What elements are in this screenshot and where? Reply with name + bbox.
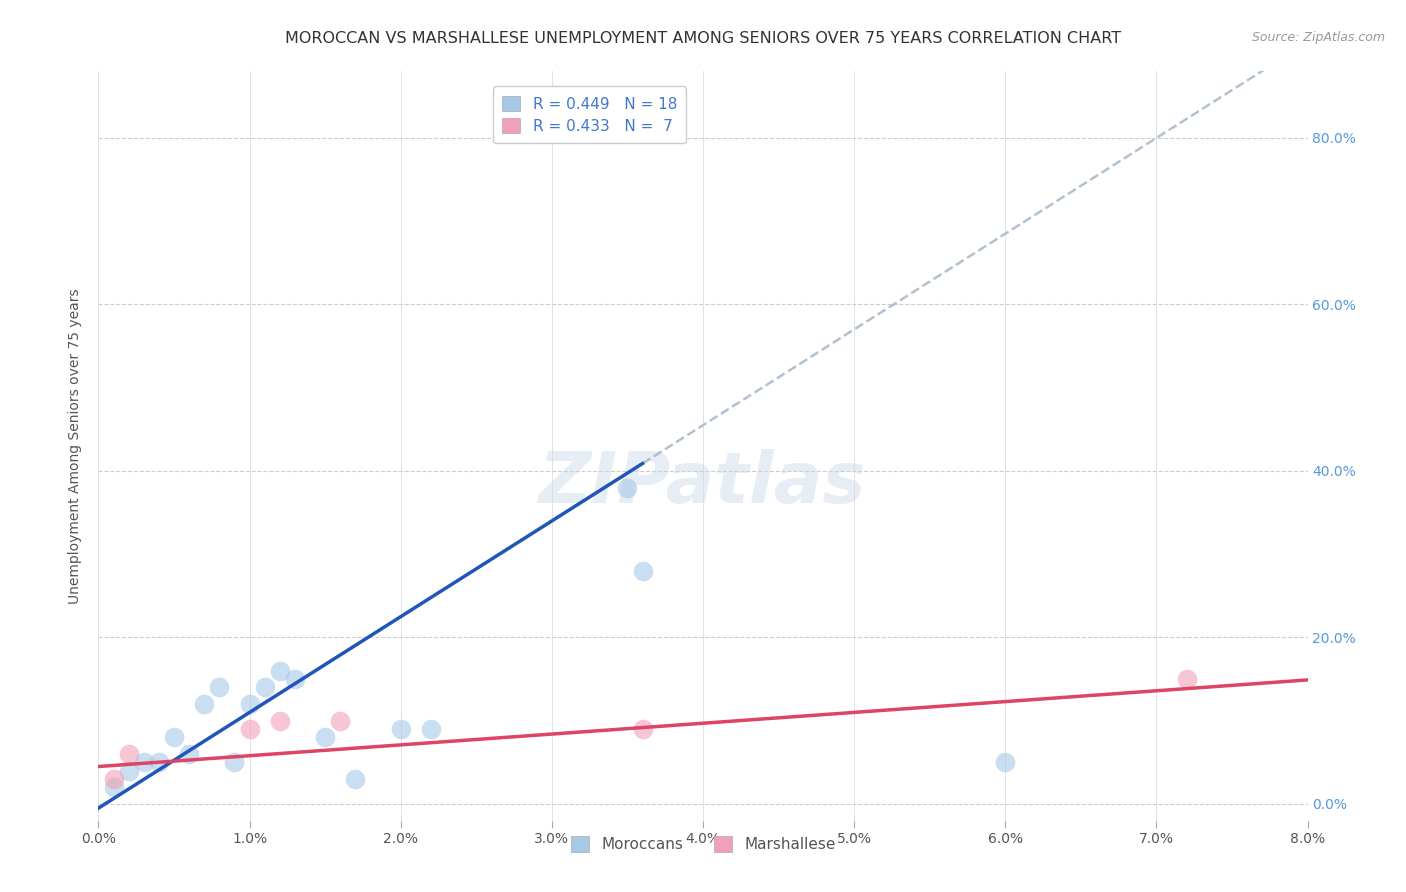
Point [314,731,336,745]
Point [269,664,291,678]
Point [132,756,155,770]
Point [193,697,215,711]
Point [103,780,125,795]
Point [179,747,201,761]
Point [344,772,367,786]
Point [118,747,141,761]
Point [269,714,291,728]
Point [118,764,141,778]
Point [284,672,307,686]
Text: ZIPatlas: ZIPatlas [540,449,866,518]
Point [994,756,1017,770]
Y-axis label: Unemployment Among Seniors over 75 years: Unemployment Among Seniors over 75 years [69,288,83,604]
Point [239,697,262,711]
Point [208,681,231,695]
Point [239,722,262,736]
Point [631,564,654,578]
Point [389,722,412,736]
Text: MOROCCAN VS MARSHALLESE UNEMPLOYMENT AMONG SENIORS OVER 75 YEARS CORRELATION CHA: MOROCCAN VS MARSHALLESE UNEMPLOYMENT AMO… [285,31,1121,46]
Point [103,772,125,786]
Point [1175,672,1198,686]
Point [224,756,246,770]
Point [163,731,186,745]
Point [148,756,170,770]
Point [631,722,654,736]
Point [329,714,352,728]
Text: Source: ZipAtlas.com: Source: ZipAtlas.com [1251,31,1385,45]
Legend: Moroccans, Marshallese: Moroccans, Marshallese [564,830,842,858]
Point [253,681,276,695]
Point [616,481,638,495]
Point [420,722,443,736]
